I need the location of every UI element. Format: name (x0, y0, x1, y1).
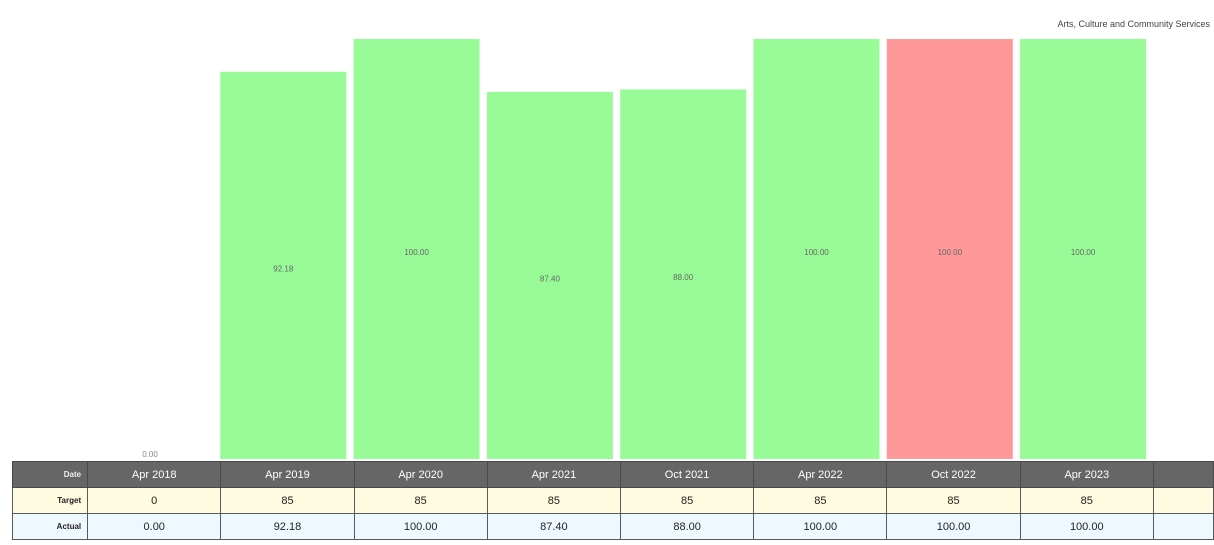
target-row-header: Target (11, 487, 89, 514)
date-cell: Apr 2023 (1019, 461, 1154, 488)
actual-cell: 100.00 (886, 513, 1021, 540)
empty-cell (1152, 487, 1214, 514)
bar-apr-2021 (486, 91, 613, 460)
date-cell: Apr 2018 (87, 461, 222, 488)
actual-cell: 100.00 (753, 513, 888, 540)
target-cell: 85 (353, 487, 488, 514)
bar-chart: 0.00 92.18 100.00 87.40 88.00 100.00 100.00 100… (142, 39, 1147, 460)
bar-value-label: 87.40 (540, 275, 561, 284)
date-cell: Oct 2022 (886, 461, 1021, 488)
target-cell: 85 (619, 487, 755, 514)
actual-cell: 87.40 (486, 513, 622, 540)
chart-subtitle: Arts, Culture and Community Services (1057, 19, 1210, 29)
bar-value-label: 92.18 (273, 264, 294, 273)
target-cell: 85 (220, 487, 355, 514)
bar-apr-2022 (753, 39, 880, 459)
bar-value-label: 100.00 (404, 248, 429, 257)
actual-cell: 0.00 (87, 513, 222, 540)
bar-apr-2020 (353, 39, 480, 459)
target-row: Target 0 85 85 85 85 85 85 85 (11, 487, 1214, 514)
date-cell: Apr 2021 (486, 461, 622, 488)
bar-value-label: 0.00 (142, 450, 158, 459)
bar-value-label: 100.00 (804, 248, 829, 257)
actual-cell: 88.00 (619, 513, 755, 540)
target-cell: 0 (87, 487, 222, 514)
bar-value-label: 100.00 (1071, 248, 1096, 257)
target-cell: 85 (1019, 487, 1154, 514)
actual-cell: 92.18 (220, 513, 355, 540)
target-cell: 85 (486, 487, 622, 514)
target-cell: 85 (753, 487, 888, 514)
actual-row: Actual 0.00 92.18 100.00 87.40 88.00 100… (11, 513, 1214, 540)
date-cell: Oct 2021 (619, 461, 755, 488)
empty-cell (1152, 461, 1214, 488)
date-row: Date Apr 2018 Apr 2019 Apr 2020 Apr 2021… (11, 461, 1214, 488)
bar-value-label: 88.00 (673, 273, 694, 282)
actual-row-header: Actual (11, 513, 89, 540)
bar-oct-2022 (886, 39, 1013, 459)
actual-cell: 100.00 (1019, 513, 1154, 540)
date-cell: Apr 2019 (220, 461, 355, 488)
bar-value-label: 100.00 (938, 248, 963, 257)
bar-apr-2023 (1020, 39, 1147, 459)
date-row-header: Date (11, 461, 89, 488)
data-table: Date Apr 2018 Apr 2019 Apr 2020 Apr 2021… (11, 461, 1214, 540)
date-cell: Apr 2022 (753, 461, 888, 488)
actual-cell: 100.00 (353, 513, 488, 540)
target-cell: 85 (886, 487, 1021, 514)
bar-apr-2019 (220, 71, 347, 460)
empty-cell (1152, 513, 1214, 540)
date-cell: Apr 2020 (353, 461, 488, 488)
bar-oct-2021 (620, 89, 747, 460)
